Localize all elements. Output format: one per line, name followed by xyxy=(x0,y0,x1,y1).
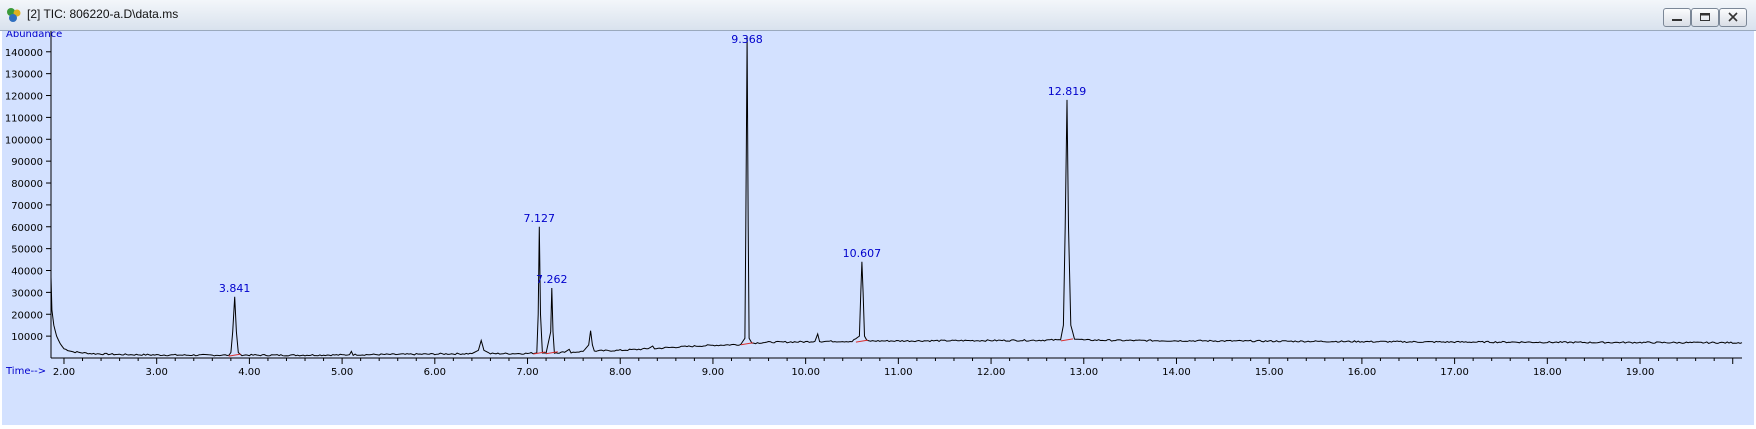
peak-label-5: 12.819 xyxy=(1048,85,1087,98)
y-tick-label-13: 140000 xyxy=(5,48,43,59)
y-tick-label-3: 40000 xyxy=(11,267,43,278)
tic-trace-line xyxy=(50,36,1743,357)
x-tick-label-7: 9.00 xyxy=(702,367,724,378)
x-tick-label-9: 11.00 xyxy=(884,367,913,378)
close-icon xyxy=(1728,12,1738,22)
x-tick-label-3: 5.00 xyxy=(331,367,353,378)
chemstation-app-icon xyxy=(7,8,21,22)
y-tick-label-9: 100000 xyxy=(5,135,43,146)
maximize-icon xyxy=(1700,13,1710,21)
x-tick-label-1: 3.00 xyxy=(146,367,168,378)
x-tick-label-15: 17.00 xyxy=(1440,367,1469,378)
baseline-marker-3 xyxy=(740,342,754,346)
y-tick-label-8: 90000 xyxy=(11,157,43,168)
x-axis-ticks: 2.00 3.00 4.00 5.00 6.00 7.00 8.00 9.00 10.00 11.… xyxy=(53,358,1734,378)
x-tick-label-14: 16.00 xyxy=(1348,367,1377,378)
x-tick-label-5: 7.00 xyxy=(516,367,538,378)
peak-label-3: 9.368 xyxy=(731,33,763,46)
close-button[interactable] xyxy=(1719,8,1747,27)
baseline-marker-0 xyxy=(228,353,241,357)
y-axis-label: Abundance xyxy=(6,31,62,40)
baseline-marker-2 xyxy=(545,351,558,355)
y-tick-label-5: 60000 xyxy=(11,223,43,234)
x-tick-label-16: 18.00 xyxy=(1533,367,1562,378)
y-tick-label-2: 30000 xyxy=(11,288,43,299)
y-tick-label-11: 120000 xyxy=(5,92,43,103)
maximize-button[interactable] xyxy=(1691,8,1719,27)
peak-label-4: 10.607 xyxy=(843,247,882,260)
y-tick-label-10: 110000 xyxy=(5,113,43,124)
minimize-icon xyxy=(1672,19,1682,21)
plot-background xyxy=(2,31,1754,425)
x-tick-label-6: 8.00 xyxy=(609,367,631,378)
title-bar[interactable]: [2] TIC: 806220-a.D\data.ms xyxy=(0,0,1756,31)
x-tick-label-17: 19.00 xyxy=(1626,367,1655,378)
x-tick-label-10: 12.00 xyxy=(977,367,1006,378)
y-tick-label-4: 50000 xyxy=(11,245,43,256)
y-axis-ticks: 10000 20000 30000 40000 50000 60000 70000 80000… xyxy=(5,48,51,343)
x-tick-label-12: 14.00 xyxy=(1162,367,1191,378)
y-tick-label-12: 130000 xyxy=(5,70,43,81)
x-tick-label-11: 13.00 xyxy=(1069,367,1098,378)
peak-baseline-markers xyxy=(228,338,1074,357)
x-axis-label: Time--> xyxy=(5,366,46,377)
baseline-marker-4 xyxy=(855,339,869,343)
tic-chromatogram-chart[interactable]: Abundance Time--> 10000 20000 30000 40000 50… xyxy=(2,29,1754,425)
x-tick-label-13: 15.00 xyxy=(1255,367,1284,378)
baseline-marker-5 xyxy=(1060,338,1074,342)
peak-labels: 3.841 7.127 7.262 9.368 10.607 12.819 xyxy=(219,33,1086,295)
minimize-button[interactable] xyxy=(1663,8,1691,27)
x-tick-label-0: 2.00 xyxy=(53,367,75,378)
peak-label-1: 7.127 xyxy=(524,212,556,225)
x-tick-label-2: 4.00 xyxy=(238,367,260,378)
window-title: [2] TIC: 806220-a.D\data.ms xyxy=(27,7,179,21)
y-tick-label-7: 80000 xyxy=(11,179,43,190)
baseline-marker-1 xyxy=(533,351,546,355)
peak-label-0: 3.841 xyxy=(219,282,251,295)
peak-label-2: 7.262 xyxy=(536,273,568,286)
y-tick-label-1: 20000 xyxy=(11,310,43,321)
chart-area[interactable]: Abundance Time--> 10000 20000 30000 40000 50… xyxy=(2,29,1754,425)
y-tick-label-0: 10000 xyxy=(11,332,43,343)
y-tick-label-6: 70000 xyxy=(11,201,43,212)
x-tick-label-4: 6.00 xyxy=(424,367,446,378)
x-tick-label-8: 10.00 xyxy=(791,367,820,378)
